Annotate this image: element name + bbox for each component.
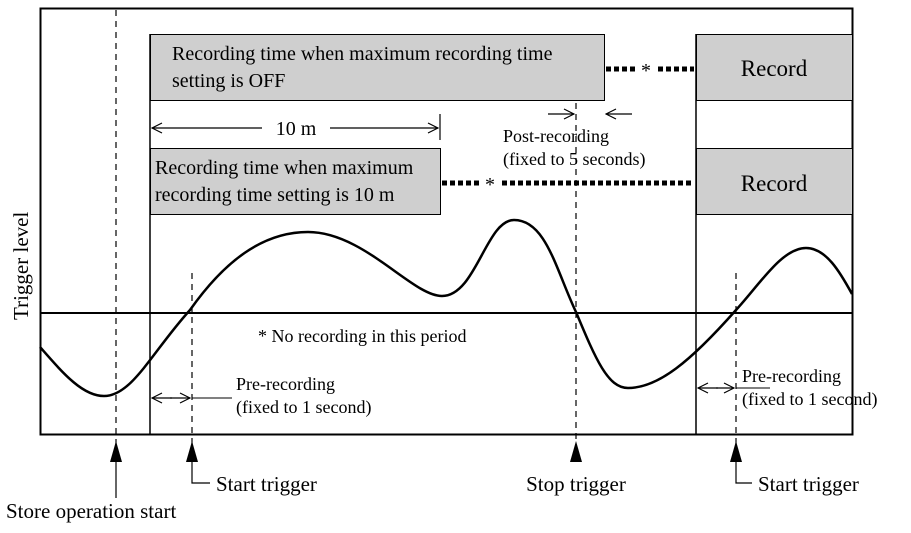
stop-trigger-arrowhead bbox=[570, 441, 582, 462]
record-label-top: Record bbox=[741, 56, 808, 81]
recording-time-10m-box bbox=[150, 148, 441, 215]
asterisk-top: * bbox=[641, 60, 651, 82]
recording-time-10m-label-line2: recording time setting is 10 m bbox=[155, 184, 395, 206]
stop-trigger-label: Stop trigger bbox=[526, 472, 626, 496]
pre-recording-2-label-line1: Pre-recording bbox=[742, 366, 841, 386]
start-trigger-2-arrowhead bbox=[730, 441, 742, 462]
start-trigger-2-label: Start trigger bbox=[758, 472, 859, 496]
pre-recording-2-label-line2: (fixed to 1 second) bbox=[742, 389, 877, 410]
signal-waveform bbox=[39, 218, 854, 398]
dimension-10m-label: 10 m bbox=[276, 118, 317, 140]
no-recording-note: * No recording in this period bbox=[258, 326, 466, 346]
start-trigger-2-pointer bbox=[735, 458, 752, 484]
start-trigger-1-label: Start trigger bbox=[216, 472, 317, 496]
recording-time-off-label-line2: setting is OFF bbox=[172, 70, 285, 92]
record-label-middle: Record bbox=[741, 171, 808, 196]
pre-recording-1-label-line2: (fixed to 1 second) bbox=[236, 397, 371, 418]
recording-time-10m-label-line1: Recording time when maximum bbox=[155, 157, 414, 179]
store-start-arrowhead bbox=[110, 441, 122, 462]
record-box-middle bbox=[696, 148, 853, 215]
recording-time-off-label-line1: Recording time when maximum recording ti… bbox=[172, 43, 553, 65]
post-recording-label-line1: Post-recording bbox=[503, 126, 609, 146]
record-box-top bbox=[696, 34, 853, 101]
post-recording-label-line2: (fixed to 5 seconds) bbox=[503, 149, 645, 170]
start-trigger-1-pointer bbox=[191, 458, 210, 484]
store-operation-start-label: Store operation start bbox=[6, 499, 176, 523]
pre-recording-1-label-line1: Pre-recording bbox=[236, 374, 335, 394]
asterisk-middle: * bbox=[485, 174, 495, 196]
y-axis-label: Trigger level bbox=[9, 212, 33, 320]
start-trigger-1-arrowhead bbox=[186, 441, 198, 462]
recording-time-off-box bbox=[150, 34, 605, 101]
plot-frame bbox=[39, 7, 854, 436]
